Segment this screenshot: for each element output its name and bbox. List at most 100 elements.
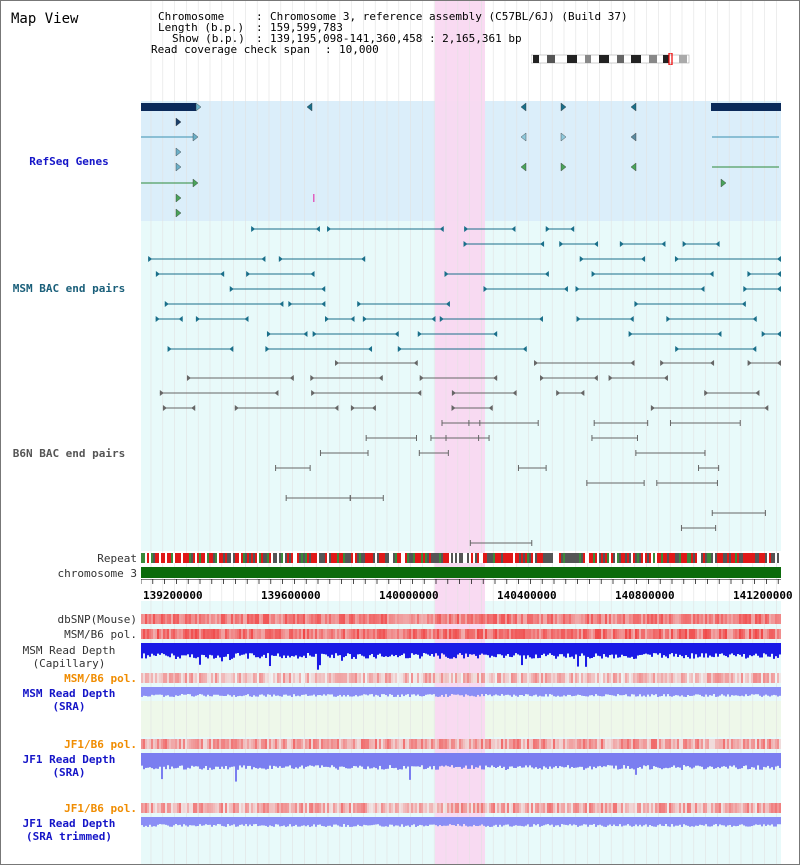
polymorphism-cell [295,629,297,639]
polymorphism-cell [303,739,305,749]
polymorphism-cell [215,629,217,639]
polymorphism-cell [641,673,643,683]
depth-bar [753,643,755,656]
depth-bar [289,753,291,766]
depth-bar [761,817,763,827]
polymorphism-cell [219,803,221,813]
depth-bar [299,643,301,657]
polymorphism-cell [213,739,215,749]
depth-bar [151,643,153,654]
polymorphism-cell [265,614,267,624]
polymorphism-cell [331,614,333,624]
polymorphism-cell [361,629,363,639]
bac-end [777,331,781,337]
polymorphism-cell [257,673,259,683]
depth-bar [403,643,405,654]
polymorphism-cell [313,673,315,683]
bac-end [439,316,444,322]
polymorphism-cell [661,803,663,813]
depth-bar [443,753,445,767]
depth-bar [453,817,455,826]
depth-bar [471,687,473,696]
depth-bar [609,753,611,766]
depth-bar [585,687,587,697]
depth-bar [681,753,683,770]
polymorphism-cell [183,614,185,624]
polymorphism-cell [473,673,475,683]
repeat-block [525,553,527,563]
bac-end [417,390,422,396]
depth-bar [339,687,341,695]
polymorphism-cell [329,803,331,813]
depth-bar [527,817,529,825]
depth-bar [311,817,313,827]
depth-bar [321,687,323,696]
polymorphism-cell [509,739,511,749]
polymorphism-cell [263,614,265,624]
depth-bar [267,817,269,827]
polymorphism-cell [515,673,517,683]
depth-bar [477,643,479,659]
polymorphism-cell [779,673,781,683]
polymorphism-cell [645,673,647,683]
depth-bar [157,817,159,825]
depth-bar [581,687,583,696]
depth-bar [243,643,245,655]
polymorphism-cell [367,673,369,683]
polymorphism-cell [465,803,467,813]
depth-bar [507,643,509,655]
polymorphism-cell [565,803,567,813]
depth-bar [271,817,273,827]
chromosome-ideogram[interactable] [531,53,691,65]
polymorphism-cell [277,739,279,749]
repeat-block [459,553,461,563]
polymorphism-cell [167,803,169,813]
polymorphism-cell [319,673,321,683]
depth-bar [213,753,215,770]
bac-end [278,256,283,262]
depth-bar [519,687,521,696]
depth-bar [183,687,185,695]
depth-bar [353,643,355,658]
depth-bar [329,817,331,826]
polymorphism-cell [269,673,271,683]
polymorphism-cell [641,614,643,624]
depth-bar [473,753,475,769]
polymorphism-cell [379,803,381,813]
polymorphism-cell [391,629,393,639]
polymorphism-cell [711,739,713,749]
depth-bar [615,687,617,697]
depth-bar [485,687,487,695]
depth-bar [771,687,773,696]
depth-bar [715,687,717,697]
depth-bar [355,753,357,767]
depth-bar [613,687,615,696]
depth-bar [653,817,655,827]
polymorphism-cell [501,739,503,749]
polymorphism-cell [527,803,529,813]
bac-end [628,331,633,337]
depth-bar [765,687,767,695]
polymorphism-cell [717,629,719,639]
depth-bar [535,643,537,655]
polymorphism-cell [677,629,679,639]
polymorphism-cell [613,629,615,639]
bac-end [608,375,613,381]
polymorphism-cell [177,803,179,813]
repeat-block [761,553,763,563]
polymorphism-cell [311,629,313,639]
polymorphism-cell [653,629,655,639]
repeat-block [389,553,391,563]
polymorphism-cell [523,629,525,639]
polymorphism-cell [761,803,763,813]
depth-bar [337,753,339,770]
depth-bar [419,643,421,659]
bac-end [439,226,444,232]
polymorphism-cell [223,673,225,683]
depth-bar [449,753,451,767]
depth-bar [763,687,765,696]
polymorphism-cell [433,614,435,624]
polymorphism-cell [243,739,245,749]
polymorphism-cell [441,673,443,683]
